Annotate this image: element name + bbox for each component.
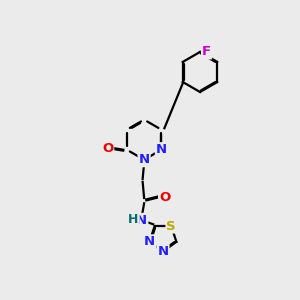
Text: H: H — [128, 213, 139, 226]
Text: O: O — [102, 142, 113, 155]
Text: N: N — [158, 245, 169, 258]
Text: F: F — [202, 45, 211, 58]
Text: N: N — [136, 214, 147, 227]
Text: N: N — [139, 153, 150, 166]
Text: O: O — [159, 191, 170, 204]
Text: S: S — [167, 220, 176, 232]
Text: N: N — [156, 143, 167, 156]
Text: N: N — [144, 235, 155, 248]
